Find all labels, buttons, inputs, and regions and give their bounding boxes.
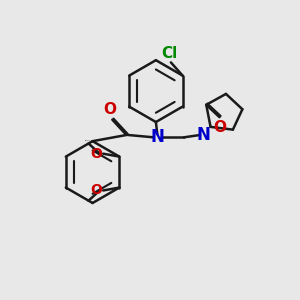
Text: O: O (90, 184, 102, 197)
Text: Cl: Cl (161, 46, 178, 61)
Text: O: O (213, 120, 226, 135)
Text: N: N (196, 126, 210, 144)
Text: N: N (150, 128, 164, 146)
Text: O: O (90, 147, 102, 161)
Text: O: O (103, 102, 116, 117)
Text: methoxy: methoxy (85, 140, 92, 141)
